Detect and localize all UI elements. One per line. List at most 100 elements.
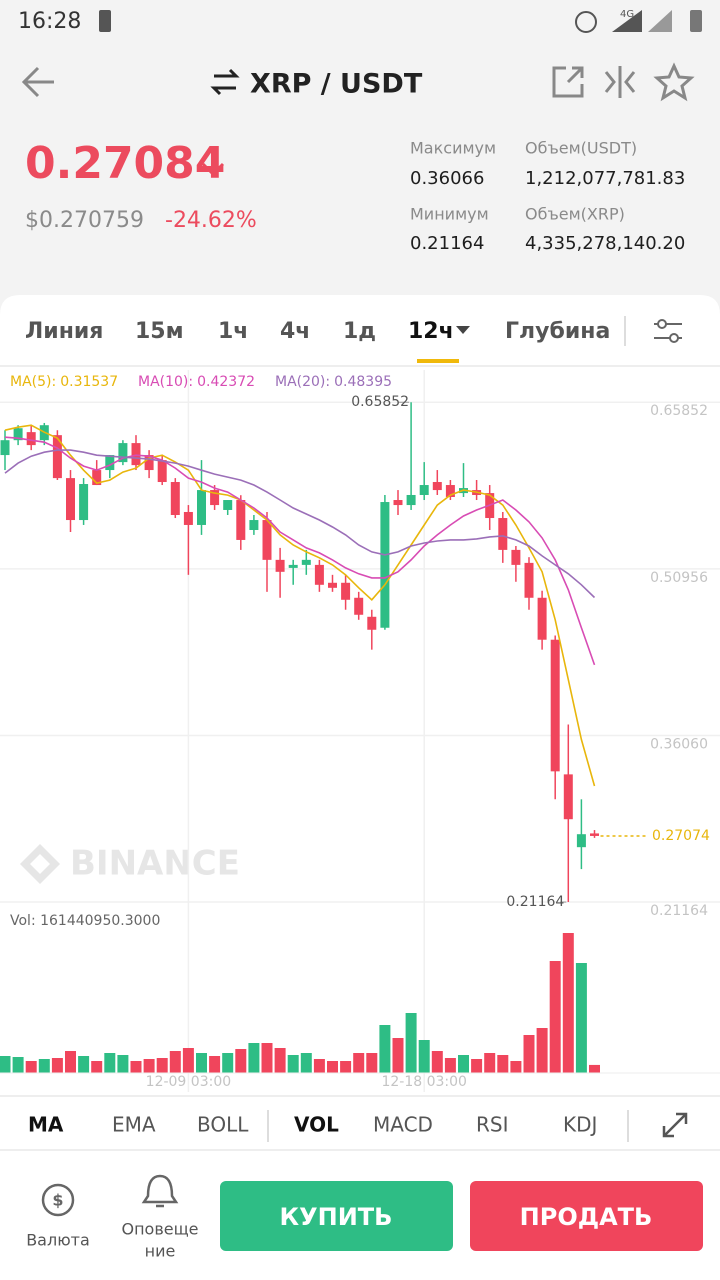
stat-label: Минимум — [410, 205, 489, 224]
candle-body — [105, 455, 115, 471]
volume-bar — [65, 1051, 76, 1073]
volume-bar — [405, 1013, 417, 1073]
volume-bar — [274, 1048, 286, 1073]
legend-name: MA(20): — [275, 374, 330, 390]
volume-bar — [379, 1025, 391, 1073]
volume-bar — [209, 1056, 221, 1073]
volume-bar — [549, 961, 561, 1073]
price-change: -24.62% — [165, 208, 257, 233]
legend-name: MA(5): — [10, 374, 56, 390]
favorite-icon[interactable] — [653, 62, 695, 102]
volume-bar — [458, 1055, 469, 1073]
alert-label[interactable]: ние — [145, 1242, 176, 1261]
candle-body — [563, 774, 573, 820]
stat-value: 4,335,278,140.20 — [525, 233, 685, 254]
alert-icon[interactable] — [141, 1174, 179, 1208]
indicator-tab[interactable]: EMA — [112, 1113, 156, 1137]
fullscreen-icon[interactable] — [662, 1112, 688, 1138]
candle-body — [328, 582, 337, 588]
tab[interactable]: Глубина — [505, 319, 610, 344]
tab[interactable]: 4ч — [280, 319, 310, 344]
volume-bar — [38, 1059, 50, 1073]
dropdown-icon — [456, 326, 470, 334]
tab[interactable]: 15м — [135, 319, 184, 344]
indicator-tab[interactable]: BOLL — [197, 1113, 249, 1137]
indicator-tab[interactable]: MA — [28, 1113, 64, 1137]
volume-bar — [196, 1053, 207, 1073]
candle-body — [537, 597, 547, 640]
stat-label: Максимум — [410, 139, 496, 158]
signal-icon-2 — [648, 10, 672, 32]
last-price-label: 0.27074 — [652, 828, 710, 844]
back-button[interactable] — [21, 66, 54, 98]
volume-bar — [143, 1059, 155, 1073]
candle-body — [66, 478, 75, 521]
candle-body — [236, 500, 246, 540]
candle-body — [183, 511, 193, 525]
candle-body — [92, 470, 102, 486]
volume-bar — [248, 1043, 260, 1073]
compare-icon[interactable] — [604, 66, 636, 98]
volume-bar — [169, 1051, 181, 1073]
candle-body — [590, 833, 599, 836]
volume-bar — [431, 1051, 443, 1073]
indicator-tab[interactable]: RSI — [476, 1113, 509, 1137]
status-network: 4G — [620, 9, 634, 20]
volume-bar — [353, 1053, 365, 1073]
candle-body — [52, 435, 62, 479]
volume-bar — [12, 1057, 24, 1073]
legend-name: MA(10): — [138, 374, 193, 390]
volume-bar — [117, 1055, 129, 1073]
indicator-tab[interactable]: MACD — [373, 1113, 433, 1137]
last-price: 0.27084 — [25, 138, 225, 189]
candle-body — [170, 482, 180, 516]
volume-bar — [25, 1061, 37, 1073]
indicator-tab[interactable]: KDJ — [563, 1113, 597, 1137]
settings-knob — [657, 319, 667, 329]
currency-label[interactable]: Валюта — [26, 1231, 90, 1250]
swap-icon[interactable] — [210, 68, 240, 96]
volume-bar — [510, 1061, 522, 1073]
volume-bar — [392, 1038, 404, 1073]
volume-bar — [327, 1061, 338, 1073]
indicator-tab[interactable]: VOL — [294, 1113, 339, 1137]
candle-body — [314, 564, 324, 585]
volume-bar — [51, 1058, 63, 1073]
y-tick-label: 0.36060 — [650, 736, 708, 752]
volume-bar — [261, 1043, 273, 1073]
volume-bar — [104, 1053, 116, 1073]
volume-bar — [182, 1048, 194, 1073]
tab-active[interactable]: 12ч — [408, 319, 454, 344]
volume-bar — [300, 1053, 312, 1073]
candle-body — [262, 520, 272, 560]
candle-body — [210, 490, 220, 506]
sell-label[interactable]: ПРОДАТЬ — [520, 1203, 653, 1231]
candle-body — [288, 564, 298, 568]
candle-body — [157, 460, 167, 483]
candle-body — [144, 455, 154, 471]
tab[interactable]: Линия — [25, 319, 103, 344]
candle-body — [550, 639, 560, 772]
candle-body — [354, 597, 364, 615]
alarm-icon — [575, 11, 597, 33]
tab[interactable]: 1д — [343, 319, 376, 344]
stat-value: 0.36066 — [410, 168, 484, 189]
volume-bar — [575, 963, 587, 1073]
candle-body — [197, 490, 206, 525]
alert-label[interactable]: Оповеще — [121, 1220, 198, 1239]
sell-button[interactable] — [470, 1181, 703, 1251]
tab[interactable]: 1ч — [218, 319, 248, 344]
currency-icon[interactable] — [41, 1183, 75, 1217]
x-tick-label: 12-09 03:00 — [146, 1074, 231, 1090]
tab-underline — [417, 359, 459, 363]
volume-bar — [366, 1053, 378, 1073]
buy-button[interactable] — [220, 1181, 453, 1251]
volume-bar — [235, 1049, 247, 1073]
share-icon[interactable] — [552, 66, 584, 98]
volume-bar — [340, 1061, 352, 1073]
low-label: 0.21164 — [506, 894, 564, 910]
down-arrow — [201, 150, 225, 177]
volume-bar — [444, 1058, 456, 1073]
buy-label[interactable]: КУПИТЬ — [280, 1203, 393, 1231]
header-bg — [0, 0, 720, 320]
